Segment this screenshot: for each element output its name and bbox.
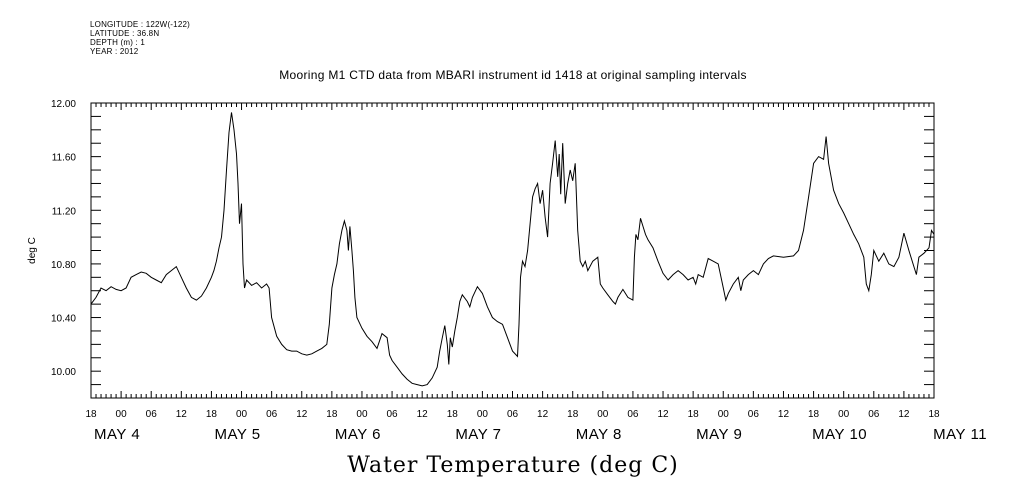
x-tick-label: 12 xyxy=(537,409,549,420)
metadata-block: LONGITUDE : 122W(-122) LATITUDE : 36.8N … xyxy=(90,20,190,56)
longitude-text: LONGITUDE : 122W(-122) xyxy=(90,20,190,29)
x-tick-label: 12 xyxy=(296,409,308,420)
y-tick-label: 11.20 xyxy=(52,206,77,217)
y-tick-label: 10.80 xyxy=(51,260,76,271)
x-tick-label: 12 xyxy=(176,409,188,420)
x-tick-label: 00 xyxy=(477,409,489,420)
x-day-label: MAY 11 xyxy=(933,426,987,443)
y-axis-label: deg C xyxy=(27,237,38,264)
x-tick-label: 18 xyxy=(928,409,940,420)
x-tick-label: 00 xyxy=(597,409,609,420)
x-tick-label: 06 xyxy=(748,409,760,420)
x-tick-label: 00 xyxy=(718,409,730,420)
y-tick-label: 10.40 xyxy=(51,314,76,325)
footer-title: Water Temperature (deg C) xyxy=(347,453,679,478)
chart-title: Mooring M1 CTD data from MBARI instrumen… xyxy=(279,68,747,82)
x-tick-label: 18 xyxy=(206,409,218,420)
x-tick-label: 00 xyxy=(838,409,850,420)
x-tick-label: 18 xyxy=(688,409,700,420)
x-tick-label: 06 xyxy=(507,409,519,420)
y-tick-label: 12.00 xyxy=(51,99,76,110)
x-tick-label: 18 xyxy=(567,409,579,420)
x-tick-label: 06 xyxy=(266,409,278,420)
x-tick-label: 06 xyxy=(627,409,639,420)
x-tick-label: 18 xyxy=(447,409,459,420)
x-tick-label: 12 xyxy=(778,409,790,420)
x-day-label: MAY 4 xyxy=(94,426,140,443)
x-tick-label: 12 xyxy=(657,409,669,420)
x-tick-label: 18 xyxy=(808,409,820,420)
x-tick-label: 12 xyxy=(898,409,910,420)
x-tick-label: 06 xyxy=(868,409,880,420)
x-day-label: MAY 5 xyxy=(214,426,260,443)
series-line-water-temperature xyxy=(90,112,935,387)
x-tick-label: 00 xyxy=(116,409,128,420)
x-tick-label: 18 xyxy=(326,409,338,420)
y-tick-label: 11.60 xyxy=(52,153,77,164)
x-tick-label: 06 xyxy=(146,409,158,420)
latitude-text: LATITUDE : 36.8N xyxy=(90,29,160,38)
depth-text: DEPTH (m) : 1 xyxy=(90,38,146,47)
y-tick-label: 10.00 xyxy=(51,367,76,378)
x-day-label: MAY 6 xyxy=(335,426,381,443)
x-day-label: MAY 9 xyxy=(696,426,742,443)
x-tick-label: 00 xyxy=(236,409,248,420)
x-tick-label: 06 xyxy=(387,409,399,420)
x-day-label: MAY 10 xyxy=(812,426,867,443)
x-tick-label: 00 xyxy=(356,409,368,420)
plot-frame xyxy=(90,102,935,399)
x-tick-label: 18 xyxy=(85,409,97,420)
x-tick-label: 12 xyxy=(417,409,429,420)
x-day-label: MAY 7 xyxy=(455,426,501,443)
year-text: YEAR : 2012 xyxy=(90,47,139,56)
x-day-label: MAY 8 xyxy=(576,426,622,443)
